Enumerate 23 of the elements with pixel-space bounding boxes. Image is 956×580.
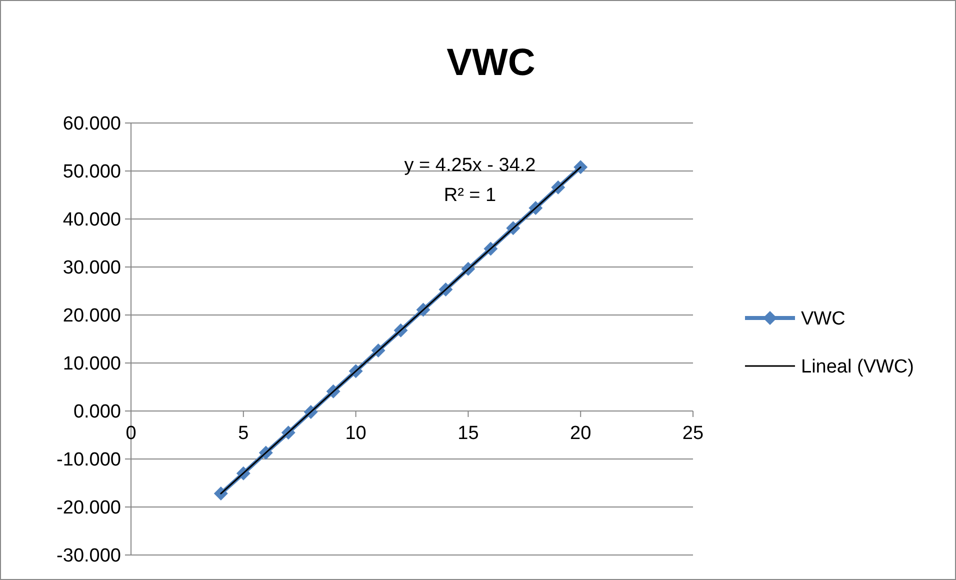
y-tick-label: 0.000 xyxy=(73,402,121,423)
legend-label: VWC xyxy=(801,308,846,330)
y-tick-label: 10.000 xyxy=(62,354,121,375)
y-tick-label: 40.000 xyxy=(62,210,121,231)
y-tick-label: 30.000 xyxy=(62,258,121,279)
point xyxy=(574,160,588,174)
x-tick-label: 5 xyxy=(238,423,249,444)
legend-label: Lineal (VWC) xyxy=(801,356,914,378)
annotation: y = 4.25x - 34.2 xyxy=(404,155,536,176)
annotation: R² = 1 xyxy=(444,185,496,206)
y-tick-label: 50.000 xyxy=(62,162,121,183)
y-tick-label: -30.000 xyxy=(56,546,121,567)
chart-title: VWC xyxy=(446,42,536,84)
y-tick-label: 20.000 xyxy=(62,306,121,327)
x-tick-label: 10 xyxy=(345,423,366,444)
x-tick-label: 15 xyxy=(458,423,479,444)
x-tick-label: 20 xyxy=(570,423,592,444)
y-tick-label: -20.000 xyxy=(56,498,121,519)
point xyxy=(214,486,228,501)
y-tick-label: 60.000 xyxy=(62,114,121,135)
x-tick-label: 0 xyxy=(126,423,136,444)
y-tick-label: -10.000 xyxy=(56,450,121,471)
x-tick-label: 25 xyxy=(682,423,704,444)
